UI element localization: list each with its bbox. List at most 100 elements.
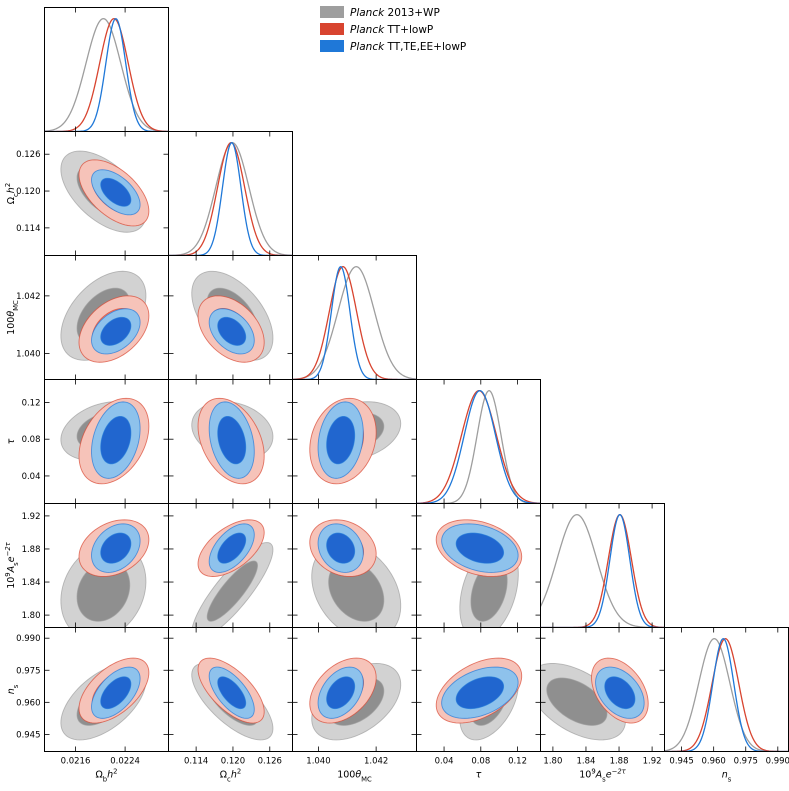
panel-omegach2 <box>168 142 293 256</box>
legend-swatch-0 <box>320 6 344 18</box>
marginal-curve-0 <box>168 142 293 256</box>
marginal-curve-0 <box>292 266 417 380</box>
contour-68-series-2 <box>217 676 247 710</box>
y-axis-title-tau: τ <box>6 438 17 444</box>
y-tick-label-theta: 1.042 <box>16 292 40 302</box>
x-tick-label-as: 1.80 <box>543 757 562 767</box>
y-tick-label-ns: 0.960 <box>16 698 40 708</box>
panel-omegabh2-vs-theta <box>60 270 150 363</box>
y-axis-title-ns: ns <box>6 684 20 694</box>
panel-tau <box>416 390 541 504</box>
panel-frame <box>292 255 417 380</box>
marginal-curve-1 <box>664 638 789 752</box>
legend: Planck 2013+WP Planck TT+lowP Planck TT,TE… <box>320 6 466 53</box>
y-tick-label-as: 1.84 <box>22 578 41 588</box>
x-tick-label-tau: 0.12 <box>508 757 527 767</box>
panel-omegabh2-vs-tau <box>60 397 150 485</box>
contour-68-series-0 <box>206 560 258 622</box>
y-axis-title-omegach2: Ωch2 <box>4 183 20 204</box>
y-tick-label-ns: 0.945 <box>16 730 40 740</box>
contour-68-series-2 <box>100 676 132 710</box>
y-tick-label-as: 1.92 <box>22 512 41 522</box>
contour-68-series-2 <box>217 316 247 346</box>
contour-68-series-2 <box>100 177 132 207</box>
x-axis-title-as: 109Ase−2τ <box>579 768 626 784</box>
panel-omegach2-vs-as <box>191 519 274 628</box>
contour-68-series-2 <box>100 415 132 465</box>
marginal-curve-1 <box>292 265 417 380</box>
panel-tau-vs-as <box>435 519 523 628</box>
marginal-curve-1 <box>168 142 293 256</box>
marginal-curve-1 <box>540 514 665 628</box>
marginal-curve-1 <box>416 390 541 504</box>
panel-omegabh2-vs-omegach2 <box>60 150 150 233</box>
legend-label-2: Planck TT,TE,EE+lowP <box>350 41 466 53</box>
contour-68-series-2 <box>100 316 132 346</box>
x-tick-label-tau: 0.04 <box>435 757 454 767</box>
x-axis-title-ns: ns <box>722 770 732 784</box>
contour-68-series-0 <box>76 560 131 622</box>
y-tick-label-ns: 0.990 <box>16 634 40 644</box>
x-tick-label-theta: 1.042 <box>364 757 388 767</box>
panel-theta <box>292 265 417 380</box>
x-tick-label-omegabh2: 0.0224 <box>110 757 140 767</box>
panel-as <box>540 514 665 628</box>
contour-68-series-2 <box>604 676 636 710</box>
contour-68-series-0 <box>546 677 608 726</box>
panel-frame <box>44 7 169 132</box>
x-tick-label-ns: 0.990 <box>766 757 789 767</box>
panel-omegabh2 <box>44 17 169 132</box>
contour-68-series-2 <box>217 415 247 465</box>
x-tick-label-ns: 0.945 <box>669 757 693 767</box>
marginal-curve-2 <box>44 17 169 132</box>
x-tick-label-ns: 0.960 <box>702 757 726 767</box>
panel-frame <box>168 131 293 256</box>
marginal-curve-0 <box>664 638 789 752</box>
marginal-curve-0 <box>540 514 665 628</box>
contour-68-series-2 <box>326 676 356 710</box>
x-tick-label-as: 1.92 <box>643 757 662 767</box>
marginal-curve-1 <box>44 18 169 132</box>
marginal-curve-0 <box>416 390 541 504</box>
panel-omegach2-vs-ns <box>191 657 274 741</box>
x-axis-title-omegach2: Ωch2 <box>220 768 241 784</box>
y-tick-label-as: 1.88 <box>22 545 41 555</box>
marginal-curve-0 <box>44 18 169 132</box>
y-tick-label-omegach2: 0.114 <box>16 224 40 234</box>
contour-68-series-2 <box>217 532 247 564</box>
marginal-curve-2 <box>540 514 665 628</box>
contour-68-series-2 <box>326 415 356 465</box>
x-axis-title-theta: 100θMC <box>337 770 372 784</box>
legend-label-0: Planck 2013+WP <box>350 7 440 19</box>
marginal-curve-2 <box>416 390 541 504</box>
y-tick-label-ns: 0.975 <box>16 666 40 676</box>
contour-68-series-2 <box>455 532 505 564</box>
y-tick-label-omegach2: 0.126 <box>16 150 40 160</box>
panel-as-vs-ns <box>540 657 649 741</box>
panel-tau-vs-ns <box>435 657 523 741</box>
panel-theta-vs-ns <box>309 657 402 741</box>
panel-frame <box>540 503 665 628</box>
x-tick-label-omegach2: 0.114 <box>184 757 208 767</box>
panel-omegabh2-vs-as <box>60 519 150 628</box>
panel-omegach2-vs-tau <box>191 397 274 485</box>
y-tick-label-omegach2: 0.120 <box>16 187 40 197</box>
y-axis-title-theta: 100θMC <box>6 300 20 335</box>
contour-68-series-2 <box>326 532 356 564</box>
marginal-curve-2 <box>168 142 293 256</box>
y-tick-label-theta: 1.040 <box>16 350 40 360</box>
marginal-curve-2 <box>292 265 417 380</box>
panel-frame <box>416 379 541 504</box>
legend-swatch-1 <box>320 23 344 35</box>
legend-swatch-2 <box>320 40 344 52</box>
y-tick-label-tau: 0.08 <box>22 435 41 445</box>
y-tick-label-tau: 0.04 <box>22 472 41 482</box>
y-axis-title-as: 109Ase−2τ <box>4 541 20 588</box>
panel-ns <box>664 637 789 752</box>
x-tick-label-tau: 0.08 <box>471 757 490 767</box>
contour-68-series-2 <box>100 532 132 564</box>
panel-omegabh2-vs-ns <box>60 657 150 741</box>
x-axis-title-tau: τ <box>476 770 482 781</box>
x-tick-label-ns: 0.975 <box>734 757 758 767</box>
